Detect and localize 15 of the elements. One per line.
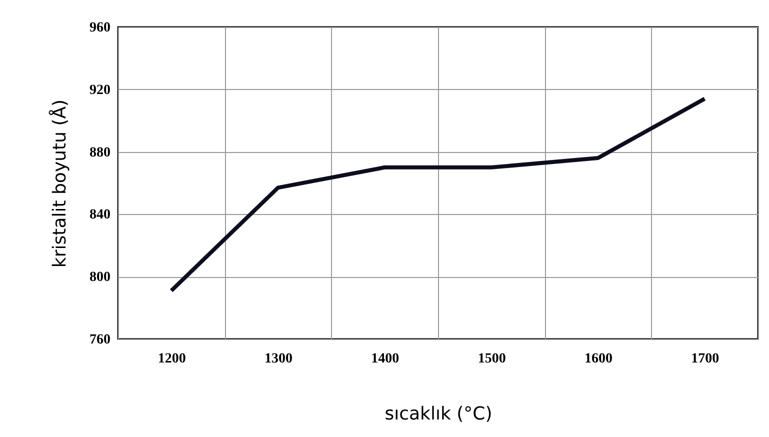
x-tick-label: 1700 (691, 352, 720, 366)
x-axis-title: sıcaklık (°C) (384, 404, 492, 424)
x-tick-label: 1600 (584, 352, 612, 366)
x-tick-label: 1500 (478, 352, 506, 366)
y-tick-label: 840 (90, 208, 110, 223)
x-tick-label: 1300 (264, 352, 292, 366)
x-tick-label: 1400 (371, 352, 400, 366)
y-tick-label: 960 (90, 20, 110, 36)
y-axis-title: kristalit boyutu (Å) (48, 99, 70, 268)
line-series (169, 96, 707, 293)
y-tick-label: 920 (90, 82, 110, 98)
y-tick-label: 760 (90, 332, 110, 348)
y-tick-label: 800 (90, 270, 110, 286)
y-tick-label: 880 (90, 145, 110, 160)
x-tick-label: 1200 (158, 352, 186, 366)
